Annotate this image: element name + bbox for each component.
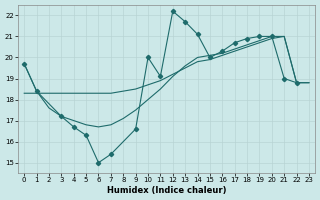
X-axis label: Humidex (Indice chaleur): Humidex (Indice chaleur) — [107, 186, 226, 195]
